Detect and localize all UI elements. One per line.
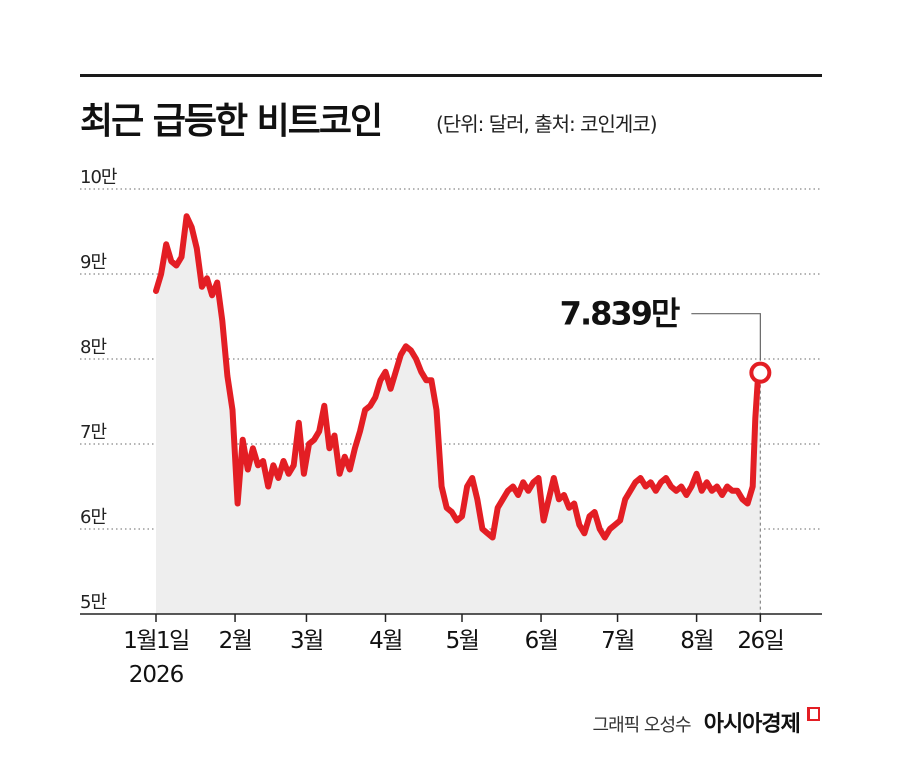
annotation-label: 7.839만: [560, 295, 680, 333]
chart-title: 최근 급등한 비트코인: [80, 101, 383, 142]
y-tick-label: 9만: [80, 252, 106, 273]
x-tick-sublabel: 2026: [129, 662, 184, 688]
logo-mark-icon: [807, 707, 820, 721]
x-tick-label: 26일: [737, 628, 783, 654]
x-tick-label: 1월1일: [123, 628, 189, 654]
x-tick-label: 8월: [680, 628, 713, 654]
y-tick-label: 5만: [80, 592, 106, 613]
title-rule: [80, 74, 822, 77]
area-fill: [156, 216, 761, 614]
y-tick-label: 10만: [80, 167, 117, 188]
credit: 그래픽 오성수 아시아경제: [593, 706, 820, 738]
series-line: [153, 213, 764, 541]
x-tick-label: 5월: [446, 628, 479, 654]
end-point-marker: [749, 361, 772, 384]
y-tick-label: 6만: [80, 507, 106, 528]
x-tick-label: 6월: [525, 628, 558, 654]
graphic-credit: 그래픽 오성수: [592, 715, 692, 736]
x-tick-label: 3월: [290, 628, 323, 654]
y-tick-label: 8만: [80, 337, 106, 358]
x-tick-label: 4월: [369, 628, 402, 654]
annotation-leader: [691, 313, 761, 361]
publisher-logo: 아시아경제: [703, 712, 801, 737]
y-tick-label: 7만: [80, 422, 106, 443]
x-tick-label: 7월: [601, 628, 634, 654]
chart-subtitle: (단위: 달러, 출처: 코인게코): [436, 112, 658, 136]
x-tick-label: 2월: [219, 628, 252, 654]
